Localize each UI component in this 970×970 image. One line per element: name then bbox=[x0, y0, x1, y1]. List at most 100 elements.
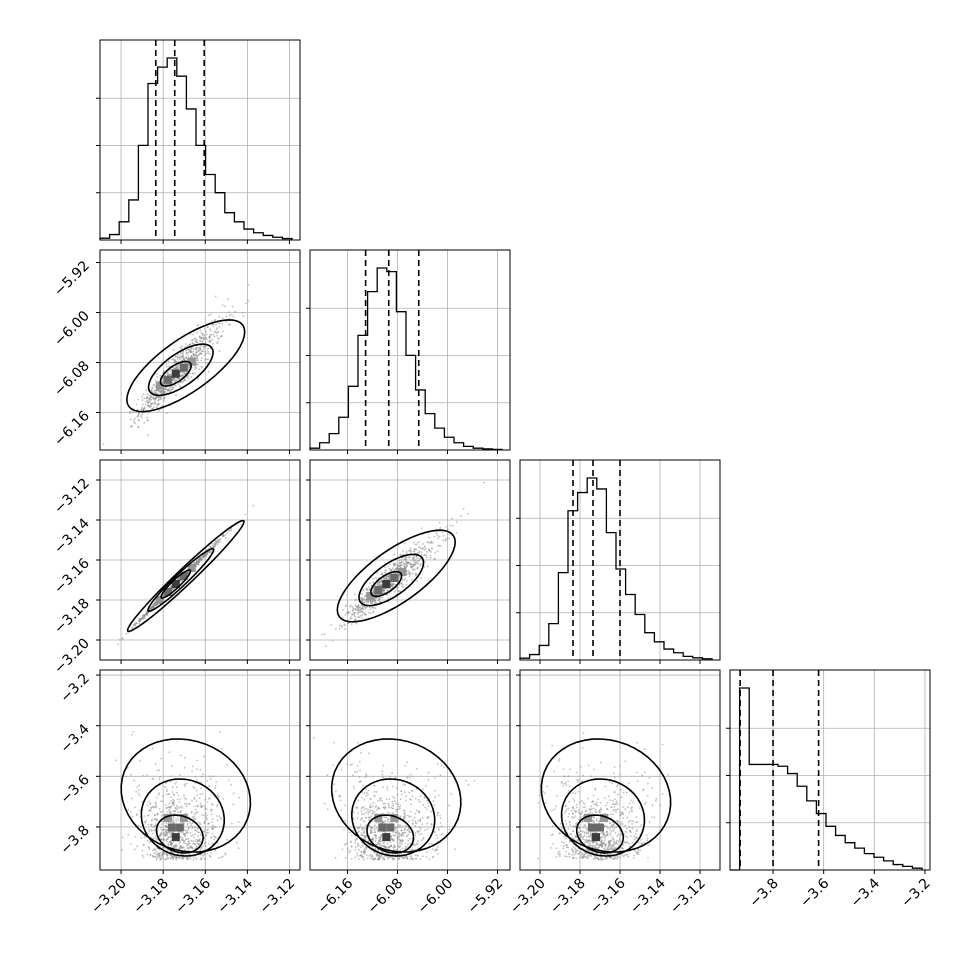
scatter-point bbox=[628, 811, 631, 814]
scatter-point bbox=[192, 834, 194, 837]
scatter-point bbox=[196, 840, 199, 843]
scatter-point bbox=[147, 404, 150, 407]
scatter-point bbox=[565, 823, 568, 825]
scatter-point bbox=[344, 614, 347, 616]
scatter-point bbox=[140, 415, 142, 417]
scatter-point bbox=[152, 387, 154, 389]
scatter-point bbox=[412, 556, 415, 559]
scatter-point bbox=[404, 845, 407, 848]
scatter-point bbox=[196, 768, 199, 771]
scatter-point bbox=[419, 564, 421, 567]
scatter-point bbox=[194, 368, 196, 370]
scatter-point bbox=[428, 842, 431, 845]
scatter-point bbox=[211, 842, 214, 845]
scatter-point bbox=[579, 856, 582, 859]
scatter-point bbox=[374, 840, 377, 842]
scatter-point bbox=[196, 341, 199, 344]
scatter-point bbox=[381, 596, 384, 599]
scatter-point bbox=[404, 556, 407, 559]
scatter-point bbox=[375, 826, 378, 829]
scatter-point bbox=[146, 853, 149, 856]
scatter-point bbox=[365, 774, 368, 777]
scatter-point bbox=[193, 348, 195, 351]
scatter-point bbox=[190, 347, 193, 349]
scatter-point bbox=[374, 576, 377, 579]
scatter-point bbox=[215, 781, 218, 783]
scatter-point bbox=[179, 375, 182, 377]
scatter-point bbox=[615, 785, 618, 788]
scatter-point bbox=[394, 562, 397, 565]
histogram-panel-2 bbox=[516, 459, 721, 664]
scatter-point bbox=[187, 348, 190, 350]
scatter-point bbox=[197, 561, 200, 564]
scatter-point bbox=[414, 543, 416, 546]
scatter-point bbox=[353, 788, 356, 790]
scatter-point bbox=[185, 829, 187, 832]
scatter-point bbox=[206, 852, 209, 855]
scatter-point bbox=[226, 764, 228, 766]
scatter-point bbox=[197, 827, 199, 830]
scatter-point bbox=[372, 610, 375, 613]
scatter-point bbox=[163, 821, 165, 824]
scatter-point bbox=[177, 364, 180, 367]
scatter-point bbox=[400, 581, 403, 584]
scatter-point bbox=[142, 393, 145, 396]
scatter-point bbox=[439, 817, 442, 819]
scatter-point bbox=[208, 337, 211, 339]
scatter-point bbox=[406, 776, 408, 779]
scatter-point bbox=[392, 795, 394, 798]
scatter-point bbox=[378, 839, 381, 842]
scatter-point bbox=[414, 824, 417, 827]
scatter-point bbox=[382, 764, 385, 767]
scatter-point bbox=[183, 842, 185, 844]
scatter-point bbox=[194, 840, 197, 843]
scatter-point bbox=[347, 610, 350, 613]
scatter-point bbox=[367, 812, 370, 815]
scatter-point bbox=[324, 645, 327, 647]
scatter-point bbox=[217, 539, 220, 542]
scatter-point bbox=[338, 624, 341, 627]
scatter-point bbox=[150, 830, 153, 832]
scatter-point bbox=[567, 780, 570, 783]
scatter-point bbox=[214, 849, 217, 852]
scatter-point bbox=[163, 839, 166, 841]
scatter-point bbox=[437, 829, 440, 831]
scatter-point bbox=[145, 400, 148, 403]
scatter-point bbox=[200, 781, 203, 783]
scatter-point bbox=[437, 827, 440, 830]
scatter-point bbox=[149, 396, 152, 398]
density-cell bbox=[374, 586, 383, 594]
scatter-point bbox=[183, 379, 185, 382]
scatter-point bbox=[378, 582, 381, 585]
scatter-point bbox=[176, 798, 179, 801]
scatter-point bbox=[389, 775, 391, 778]
scatter-point bbox=[139, 826, 142, 829]
scatter-point bbox=[172, 857, 174, 859]
scatter-point bbox=[356, 764, 359, 767]
scatter-point bbox=[360, 807, 363, 810]
scatter-point bbox=[202, 773, 204, 775]
scatter-point bbox=[194, 353, 197, 356]
scatter-point bbox=[196, 363, 199, 366]
scatter-point bbox=[379, 843, 382, 845]
scatter-point bbox=[392, 857, 394, 860]
scatter-point bbox=[203, 805, 206, 807]
scatter-point bbox=[187, 377, 190, 380]
histogram-step-0 bbox=[99, 57, 293, 240]
scatter-point bbox=[371, 855, 374, 858]
scatter-point bbox=[174, 810, 177, 813]
density-cell bbox=[390, 574, 399, 582]
scatter-point bbox=[388, 568, 391, 570]
scatter-point bbox=[196, 331, 199, 334]
scatter-point bbox=[352, 774, 354, 777]
scatter-point bbox=[175, 385, 177, 387]
scatter-point bbox=[166, 825, 169, 828]
scatter-point bbox=[196, 355, 199, 358]
scatter-point bbox=[201, 792, 204, 795]
scatter-point bbox=[150, 819, 153, 822]
scatter-point bbox=[232, 315, 235, 318]
scatter-point bbox=[155, 851, 158, 853]
scatter-point bbox=[186, 858, 189, 861]
scatter-point bbox=[141, 406, 143, 408]
scatter-point bbox=[191, 770, 194, 773]
